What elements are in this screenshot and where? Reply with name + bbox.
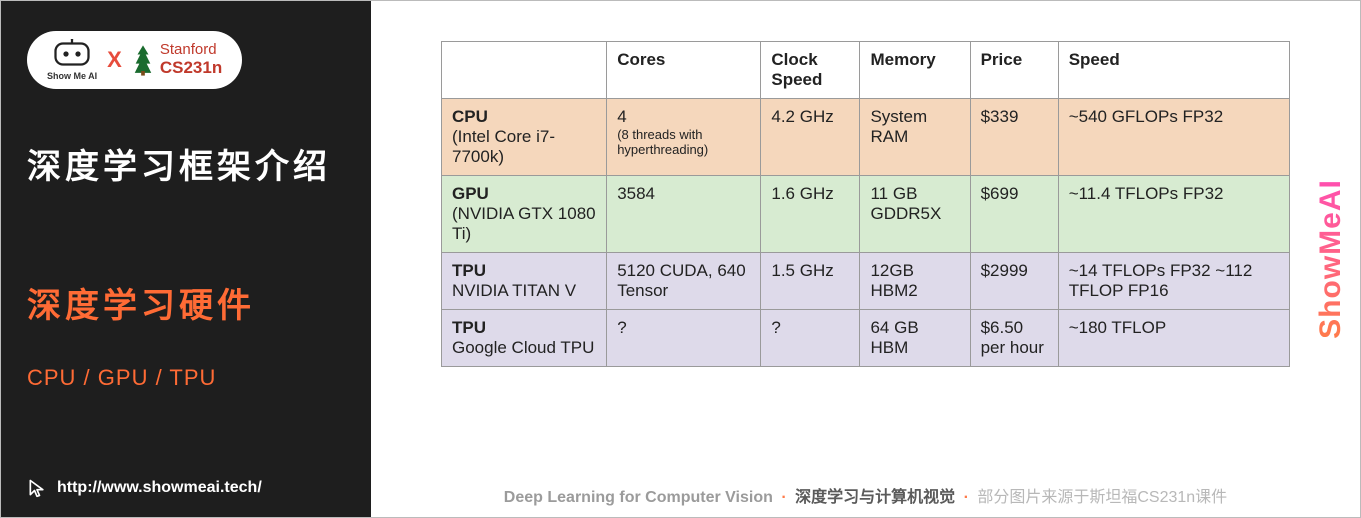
caption-dot1: · (777, 489, 790, 506)
table-row: TPUNVIDIA TITAN V5120 CUDA, 640 Tensor1.… (442, 253, 1290, 310)
brand-badge: Show Me AI X Stanford CS231n (27, 31, 242, 89)
cores-main: ? (617, 318, 750, 338)
row-label-head: TPU (452, 318, 486, 337)
logo-subtext: Show Me AI (47, 71, 97, 81)
caption-part2: 深度学习与计算机视觉 (795, 489, 955, 506)
th-cores: Cores (607, 42, 761, 99)
cell-memory: 64 GB HBM (860, 310, 970, 367)
cell-price: $6.50 per hour (970, 310, 1058, 367)
cursor-icon (27, 477, 47, 499)
table-row: TPUGoogle Cloud TPU??64 GB HBM$6.50 per … (442, 310, 1290, 367)
table-row: GPU(NVIDIA GTX 1080 Ti) 3584 1.6 GHz11 GB … (442, 176, 1290, 253)
cell-speed: ~14 TFLOPs FP32 ~112 TFLOP FP16 (1058, 253, 1289, 310)
cell-speed: ~180 TFLOP (1058, 310, 1289, 367)
hardware-table: Cores Clock Speed Memory Price Speed CPU… (441, 41, 1290, 367)
cores-subnote: (8 threads with hyperthreading) (617, 127, 750, 157)
row-label-sub: NVIDIA TITAN V (452, 281, 596, 301)
cell-speed: ~540 GFLOPs FP32 (1058, 99, 1289, 176)
row-label: TPUGoogle Cloud TPU (442, 310, 607, 367)
th-blank (442, 42, 607, 99)
stanford-tree-icon (132, 43, 154, 77)
cell-clock: ? (761, 310, 860, 367)
cell-clock: 4.2 GHz (761, 99, 860, 176)
th-memory: Memory (860, 42, 970, 99)
th-speed: Speed (1058, 42, 1289, 99)
row-label-sub: Google Cloud TPU (452, 338, 596, 358)
cores-main: 5120 CUDA, 640 Tensor (617, 261, 750, 301)
th-clock: Clock Speed (761, 42, 860, 99)
row-label-sub: (NVIDIA GTX 1080 Ti) (452, 204, 596, 244)
row-label: TPUNVIDIA TITAN V (442, 253, 607, 310)
showmeai-logo: Show Me AI (47, 39, 97, 81)
table-header-row: Cores Clock Speed Memory Price Speed (442, 42, 1290, 99)
footer-url: http://www.showmeai.tech/ (57, 479, 262, 497)
caption-dot2: · (960, 489, 973, 506)
cell-speed: ~11.4 TFLOPs FP32 (1058, 176, 1289, 253)
slide-title: 深度学习框架介绍 (27, 139, 345, 188)
row-label-sub: (Intel Core i7-7700k) (452, 127, 596, 167)
main-panel: Cores Clock Speed Memory Price Speed CPU… (371, 1, 1360, 517)
row-label-head: GPU (452, 184, 489, 203)
bottom-caption: Deep Learning for Computer Vision · 深度学习… (371, 483, 1360, 507)
table-row: CPU(Intel Core i7-7700k)4(8 threads with… (442, 99, 1290, 176)
cell-memory: 11 GB GDDR5X (860, 176, 970, 253)
table-body: CPU(Intel Core i7-7700k)4(8 threads with… (442, 99, 1290, 367)
robot-icon (49, 39, 95, 69)
row-label-head: CPU (452, 107, 488, 126)
caption-part1: Deep Learning for Computer Vision (504, 489, 773, 506)
stanford-mark: Stanford CS231n (132, 42, 222, 77)
row-label: GPU(NVIDIA GTX 1080 Ti) (442, 176, 607, 253)
row-label: CPU(Intel Core i7-7700k) (442, 99, 607, 176)
stanford-text: Stanford CS231n (160, 42, 222, 77)
cell-memory: System RAM (860, 99, 970, 176)
cell-cores: 5120 CUDA, 640 Tensor (607, 253, 761, 310)
th-price: Price (970, 42, 1058, 99)
cell-price: $339 (970, 99, 1058, 176)
watermark: ShowMeAI (1314, 179, 1348, 339)
chips-line: CPU / GPU / TPU (27, 365, 345, 391)
cell-cores: 4(8 threads with hyperthreading) (607, 99, 761, 176)
cell-price: $699 (970, 176, 1058, 253)
x-separator: X (107, 47, 122, 73)
slide-root: Show Me AI X Stanford CS231n 深度学习框架介绍 深度… (0, 0, 1361, 518)
cell-cores: 3584 (607, 176, 761, 253)
footer-link[interactable]: http://www.showmeai.tech/ (27, 477, 262, 499)
sidebar: Show Me AI X Stanford CS231n 深度学习框架介绍 深度… (1, 1, 371, 517)
row-label-head: TPU (452, 261, 486, 280)
cell-clock: 1.6 GHz (761, 176, 860, 253)
caption-part3: 部分图片来源于斯坦福CS231n课件 (977, 489, 1227, 506)
stanford-line2: CS231n (160, 59, 222, 78)
stanford-line1: Stanford (160, 42, 222, 59)
cell-cores: ? (607, 310, 761, 367)
cell-memory: 12GB HBM2 (860, 253, 970, 310)
cores-main: 4 (617, 107, 750, 127)
cores-main: 3584 (617, 184, 750, 204)
cell-clock: 1.5 GHz (761, 253, 860, 310)
cell-price: $2999 (970, 253, 1058, 310)
slide-subtitle: 深度学习硬件 (27, 278, 345, 327)
